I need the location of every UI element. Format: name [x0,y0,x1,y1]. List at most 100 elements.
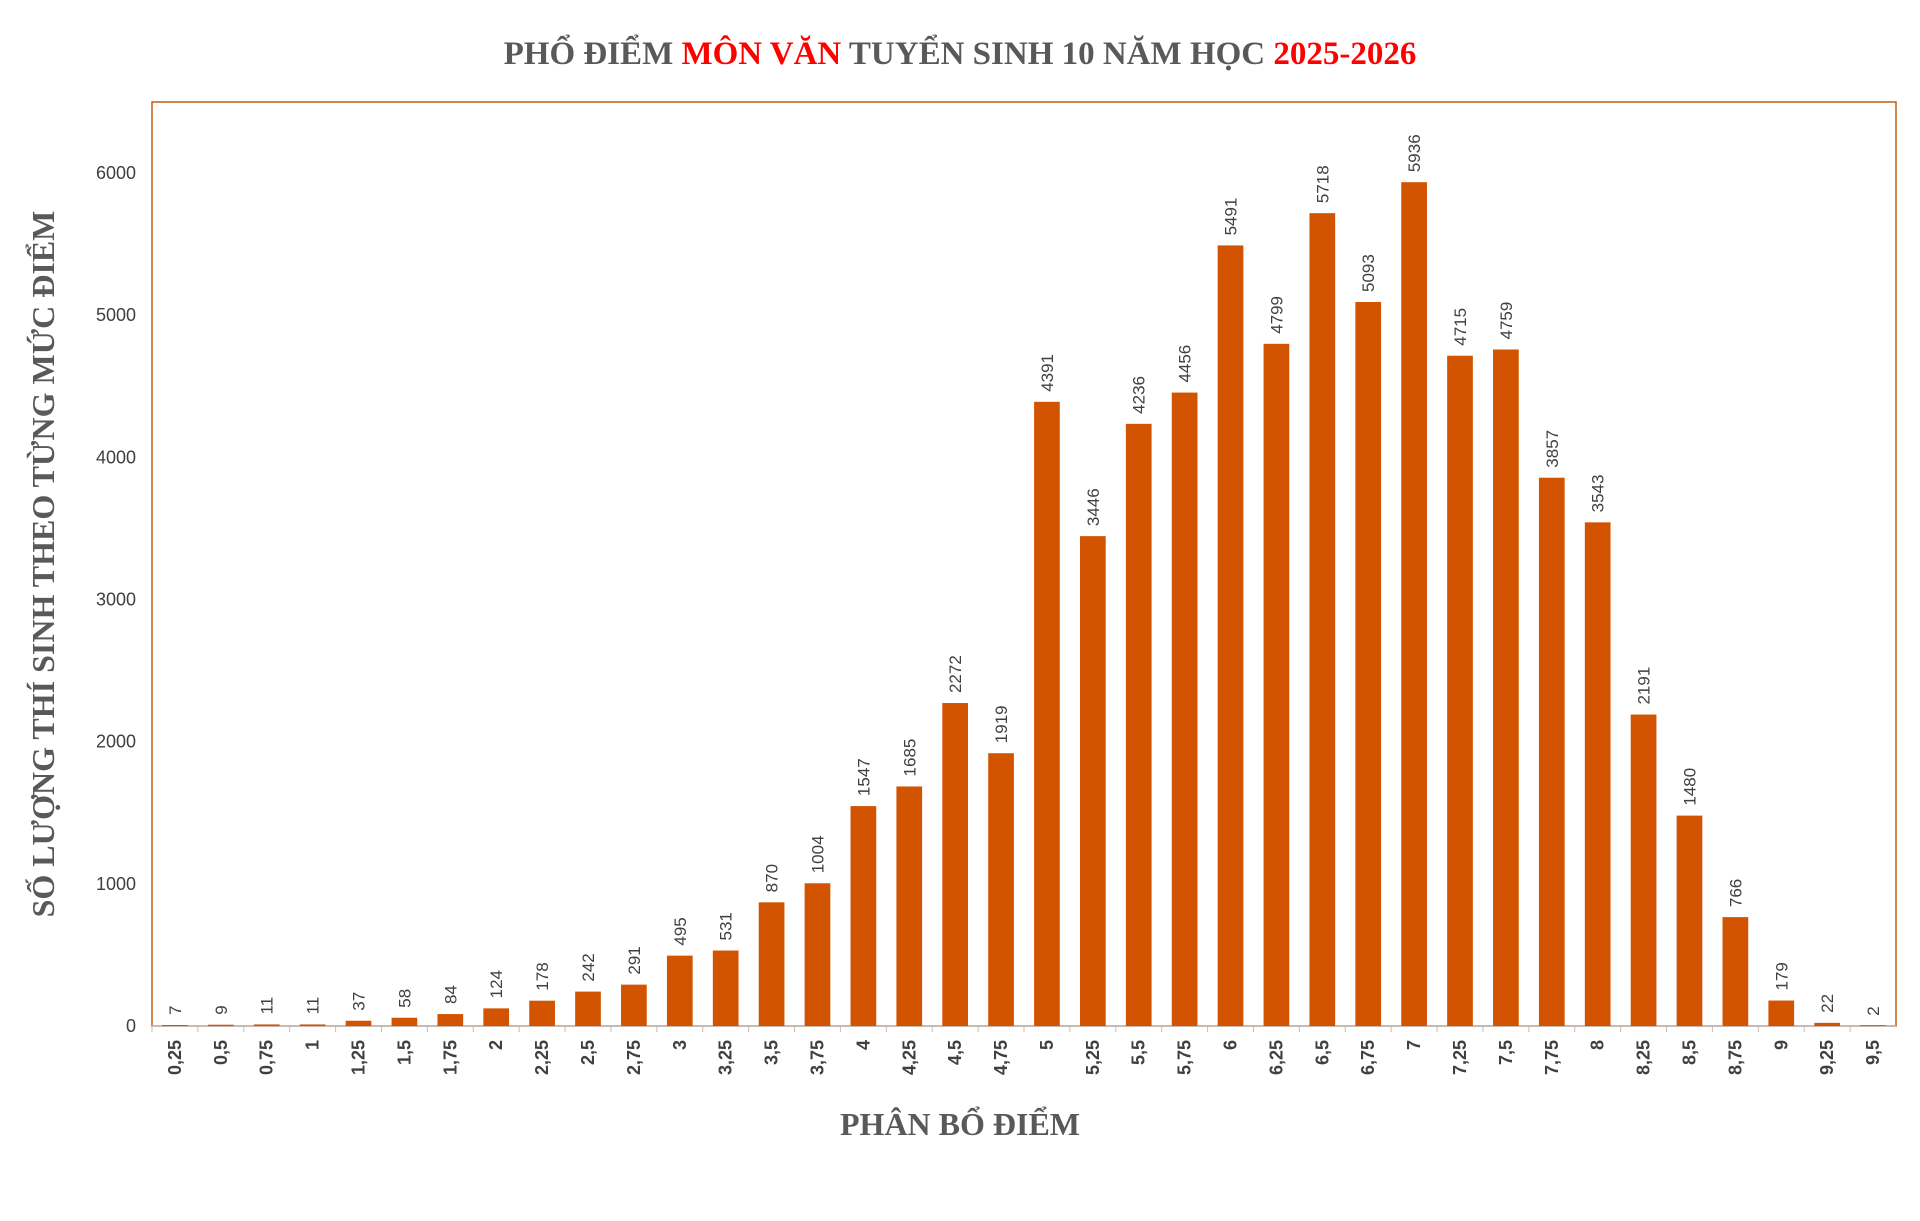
x-tick-label: 7,75 [1542,1040,1562,1075]
data-label: 766 [1726,879,1745,907]
bar [529,1000,555,1026]
y-tick-label: 0 [126,1016,136,1036]
data-label: 4715 [1451,308,1470,346]
x-tick-label: 3,75 [807,1040,827,1075]
data-label: 4759 [1497,302,1516,340]
x-tick-label: 7,25 [1450,1040,1470,1075]
bar [1814,1022,1841,1026]
bar [1493,349,1519,1026]
data-label: 2 [1864,1006,1883,1015]
bar [804,883,831,1026]
bars [162,182,1886,1026]
bar [1079,536,1106,1026]
data-label: 5936 [1405,134,1424,172]
data-label: 179 [1772,962,1791,990]
bar [345,1020,372,1026]
data-label: 124 [487,970,506,998]
chart-title-part: PHỔ ĐIỂM [504,33,682,72]
data-label: 178 [533,962,552,990]
x-tick-label: 3 [670,1040,690,1050]
data-label: 3857 [1543,430,1562,468]
x-tick-label: 2,75 [624,1040,644,1075]
bar [299,1024,326,1026]
bar [1768,1000,1795,1026]
x-tick-label: 9 [1771,1040,1791,1050]
bar [621,984,647,1026]
bar [1538,477,1565,1026]
data-label: 58 [395,989,414,1008]
data-label: 1547 [854,758,873,796]
x-tick-label: 5,75 [1175,1040,1195,1075]
bar [1630,714,1657,1026]
y-tick-label: 6000 [96,163,136,183]
y-tick-label: 5000 [96,305,136,325]
x-tick-label: 3,5 [762,1040,782,1065]
bar [483,1008,510,1026]
bar [391,1017,418,1026]
x-tick-label: 2,5 [578,1040,598,1065]
x-tick-label: 1 [303,1040,323,1050]
bar [942,703,969,1026]
data-label: 5491 [1222,198,1241,236]
bar [207,1024,234,1026]
data-label: 4799 [1267,296,1286,334]
data-label: 2272 [946,655,965,693]
data-label: 495 [671,917,690,945]
bar [253,1024,280,1026]
bar [162,1025,188,1026]
data-label: 5093 [1359,254,1378,292]
data-label: 1919 [992,705,1011,743]
data-label: 531 [717,912,736,940]
x-tick-label: 2 [486,1040,506,1050]
x-tick-label: 5,5 [1129,1040,1149,1065]
y-tick-label: 2000 [96,732,136,752]
y-tick-label: 3000 [96,590,136,610]
data-label: 9 [212,1005,231,1014]
x-tick-label: 6 [1221,1040,1241,1050]
x-tick-label: 8,25 [1634,1040,1654,1075]
bar [1171,392,1198,1026]
data-label: 2191 [1635,667,1654,705]
data-label: 37 [350,992,369,1011]
data-label: 3543 [1589,475,1608,513]
bar [1722,917,1749,1026]
x-tick-label: 2,25 [532,1040,552,1075]
data-label: 84 [441,985,460,1004]
data-label: 870 [763,864,782,892]
y-axis-ticks: 0 1000 2000 3000 4000 5000 6000 [96,163,136,1036]
data-label: 1004 [808,835,827,873]
chart-title-part: MÔN VĂN [681,34,841,72]
bar [896,786,923,1026]
x-tick-label: 7 [1404,1040,1424,1050]
bar [1309,213,1336,1026]
data-label: 1685 [900,739,919,777]
bar [1217,245,1244,1026]
y-axis-title: SỐ LƯỢNG THÍ SINH THEO TỪNG MỨC ĐIỂM [25,211,61,918]
data-label: 5718 [1313,165,1332,203]
chart-title: PHỔ ĐIỂM MÔN VĂN TUYỂN SINH 10 NĂM HỌC 2… [504,33,1417,72]
x-axis-ticks: 0,25 0,5 0,75 1 1,25 1,5 1,75 2 2,25 2,5 2,75 3 3,25… [151,1026,1883,1075]
x-tick-label: 6,25 [1266,1040,1286,1075]
x-tick-label: 9,25 [1817,1040,1837,1075]
bar [575,991,601,1026]
data-label: 4236 [1130,376,1149,414]
data-label: 22 [1818,994,1837,1013]
x-tick-label: 1,75 [440,1040,460,1075]
data-label: 11 [258,997,277,1015]
chart-title-part: TUYỂN SINH 10 NĂM HỌC [841,34,1273,72]
bar [850,806,877,1026]
bar [666,955,693,1026]
y-tick-label: 1000 [96,874,136,894]
x-tick-label: 4,5 [945,1040,965,1065]
x-tick-label: 1,25 [349,1040,369,1075]
x-tick-label: 0,75 [257,1040,277,1075]
x-tick-label: 4,25 [899,1040,919,1075]
x-tick-label: 6,5 [1312,1040,1332,1065]
data-label: 4391 [1038,354,1057,392]
bar [1034,401,1060,1026]
x-tick-label: 8,75 [1725,1040,1745,1075]
x-tick-label: 5,25 [1083,1040,1103,1075]
data-labels: 7 9 11 11 37 58 84 124 178 242 291 495 531 870 1004 154… [166,134,1883,1015]
x-tick-label: 0,5 [211,1040,231,1065]
